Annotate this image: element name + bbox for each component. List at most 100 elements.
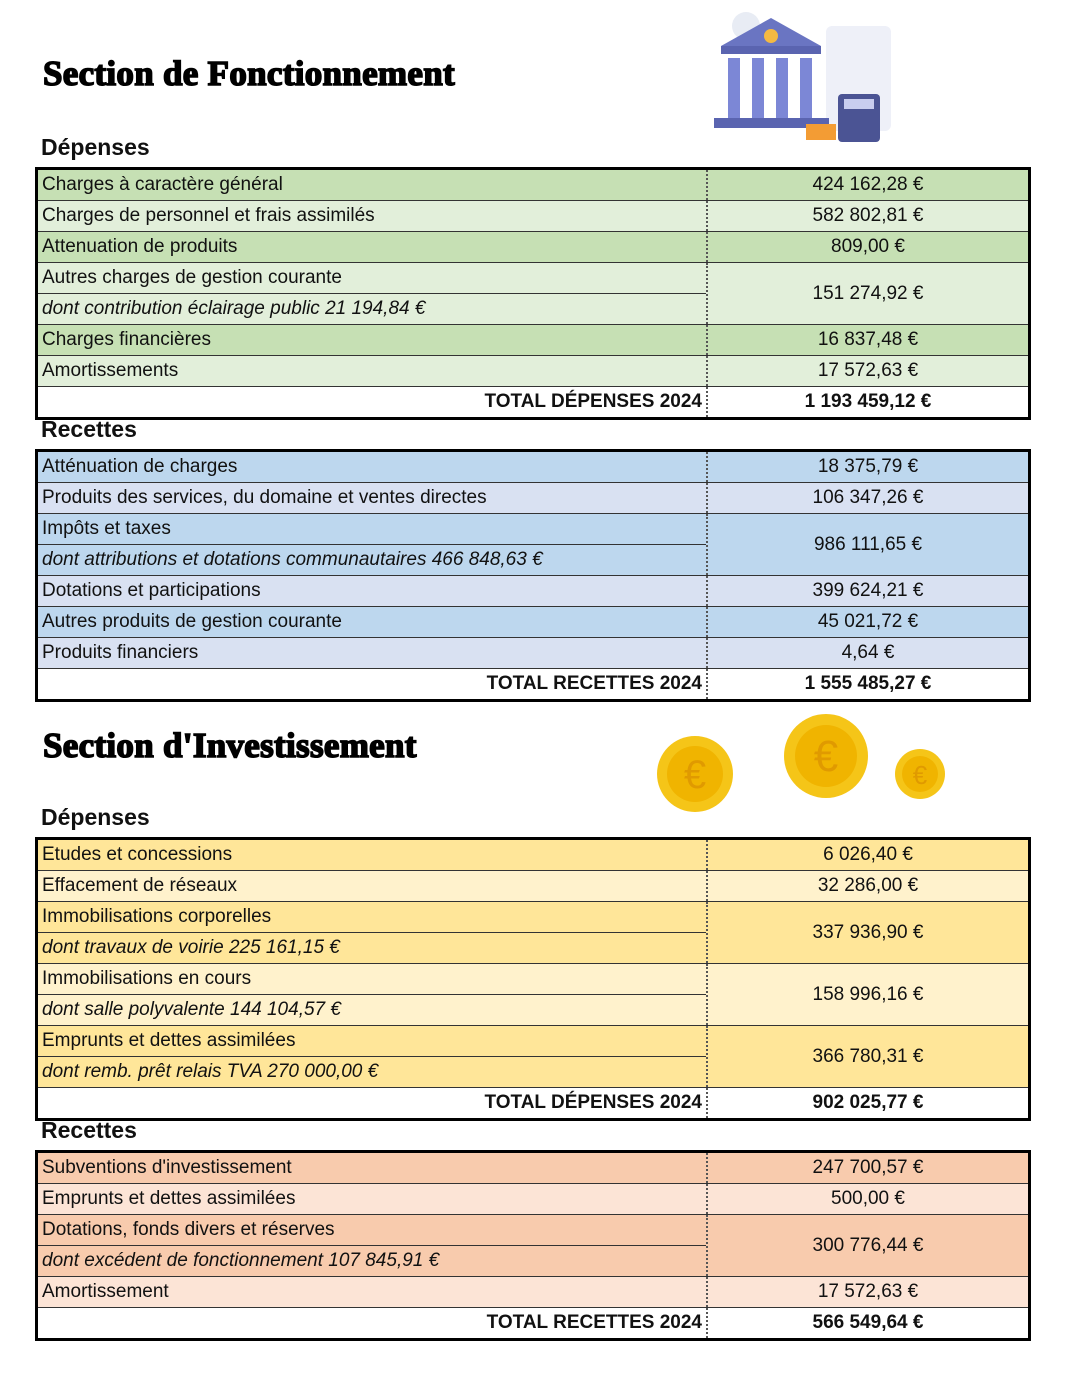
table-row: Amortissement 17 572,63 € [38, 1276, 1028, 1307]
row-label: Etudes et concessions [42, 844, 233, 865]
label-cell: Etudes et concessions [38, 840, 708, 870]
total-amount: 1 193 459,12 € [804, 391, 932, 412]
label-cell: Charges financières [38, 325, 708, 355]
table-row: Charges de personnel et frais assimilés 5… [38, 200, 1028, 231]
svg-text:€: € [913, 760, 928, 790]
label-cell: Autres produits de gestion courante [38, 607, 708, 637]
table: Subventions d'investissement 247 700,57 €… [35, 1150, 1031, 1341]
row-label: Dotations, fonds divers et réserves [42, 1219, 335, 1240]
total-label: TOTAL RECETTES 2024 [486, 673, 702, 694]
table-row: Amortissements 17 572,63 € [38, 355, 1028, 386]
row-label: Autres produits de gestion courante [42, 611, 342, 632]
label-cell: TOTAL DÉPENSES 2024 [38, 1088, 708, 1118]
row-amount: 500,00 € [831, 1188, 905, 1209]
label-cell: Charges de personnel et frais assimilés [38, 201, 708, 231]
row-label: Dotations et participations [42, 580, 261, 601]
row-amount: 399 624,21 € [812, 580, 924, 601]
row-amount: 32 286,00 € [817, 875, 919, 896]
bank-icon [714, 12, 891, 142]
row-sublabel: dont contribution éclairage public 21 19… [38, 293, 706, 324]
label-cell: Produits des services, du domaine et ven… [38, 483, 708, 513]
label-cell: Atténuation de charges [38, 452, 708, 482]
table-row: Emprunts et dettes assimilées 500,00 € [38, 1183, 1028, 1214]
row-label: Immobilisations en cours [42, 968, 252, 989]
table-row: Produits financiers 4,64 € [38, 637, 1028, 668]
table-row: Emprunts et dettes assimilées dont remb. … [38, 1025, 1028, 1087]
row-amount: 17 572,63 € [817, 360, 919, 381]
label-cell: Attenuation de produits [38, 232, 708, 262]
row-amount: 158 996,16 € [812, 983, 924, 1005]
label-cell: Impôts et taxes dont attributions et dota… [38, 514, 708, 575]
table: Etudes et concessions 6 026,40 € Effacemen… [35, 837, 1031, 1121]
label-cell: Subventions d'investissement [38, 1153, 708, 1183]
table: Atténuation de charges 18 375,79 € Produit… [35, 449, 1031, 702]
row-amount: 45 021,72 € [817, 611, 919, 632]
row-sublabel: dont attributions et dotations communaut… [38, 544, 706, 575]
table-row: Attenuation de produits 809,00 € [38, 231, 1028, 262]
total-amount: 1 555 485,27 € [804, 673, 932, 694]
table-heading: Dépenses [41, 804, 150, 830]
table-row: Atténuation de charges 18 375,79 € [38, 452, 1028, 482]
table-heading: Recettes [41, 416, 137, 442]
table-row: Subventions d'investissement 247 700,57 € [38, 1153, 1028, 1183]
row-label: Charges de personnel et frais assimilés [42, 205, 375, 226]
label-cell: TOTAL RECETTES 2024 [38, 669, 708, 699]
table-row: Effacement de réseaux 32 286,00 € [38, 870, 1028, 901]
section-title: Section de Fonctionnement [42, 53, 455, 94]
row-sublabel: dont salle polyvalente 144 104,57 € [38, 994, 706, 1025]
row-label: Autres charges de gestion courante [42, 267, 342, 288]
section-title: Section d'Investissement [42, 725, 417, 766]
row-amount: 809,00 € [831, 236, 905, 257]
label-cell: TOTAL DÉPENSES 2024 [38, 387, 708, 417]
label-cell: Effacement de réseaux [38, 871, 708, 901]
table-row: Impôts et taxes dont attributions et dota… [38, 513, 1028, 575]
row-amount: 16 837,48 € [817, 329, 919, 350]
table-row: Autres charges de gestion courante dont c… [38, 262, 1028, 324]
total-row: TOTAL RECETTES 2024 566 549,64 € [38, 1307, 1028, 1338]
total-amount: 902 025,77 € [812, 1092, 924, 1113]
row-label: Amortissement [42, 1281, 169, 1302]
total-row: TOTAL DÉPENSES 2024 1 193 459,12 € [38, 386, 1028, 417]
row-amount: 337 936,90 € [812, 921, 924, 943]
row-label: Attenuation de produits [42, 236, 238, 257]
row-amount: 17 572,63 € [817, 1281, 919, 1302]
label-cell: Dotations, fonds divers et réserves dont … [38, 1215, 708, 1276]
row-label: Atténuation de charges [42, 456, 238, 477]
label-cell: Immobilisations en cours dont salle polyv… [38, 964, 708, 1025]
label-cell: Amortissements [38, 356, 708, 386]
row-amount: 300 776,44 € [812, 1234, 924, 1256]
row-amount: 986 111,65 € [813, 533, 923, 555]
label-cell: Amortissement [38, 1277, 708, 1307]
total-amount: 566 549,64 € [812, 1312, 924, 1333]
svg-text:€: € [684, 753, 706, 797]
row-label: Emprunts et dettes assimilées [42, 1188, 296, 1209]
coins-icon: € € € [657, 714, 945, 812]
row-amount: 366 780,31 € [812, 1045, 924, 1067]
total-label: TOTAL RECETTES 2024 [486, 1312, 702, 1333]
row-label: Effacement de réseaux [42, 875, 238, 896]
table-row: Immobilisations corporelles dont travaux … [38, 901, 1028, 963]
row-label: Charges à caractère général [42, 174, 283, 195]
row-label: Produits financiers [42, 642, 199, 663]
label-cell: Autres charges de gestion courante dont c… [38, 263, 708, 324]
row-amount: 4,64 € [841, 642, 895, 663]
row-amount: 247 700,57 € [812, 1157, 924, 1178]
row-amount: 424 162,28 € [812, 174, 924, 195]
total-label: TOTAL DÉPENSES 2024 [484, 1092, 702, 1113]
table-row: Dotations, fonds divers et réserves dont … [38, 1214, 1028, 1276]
svg-text:€: € [814, 732, 838, 781]
table: Charges à caractère général 424 162,28 € C… [35, 167, 1031, 420]
total-row: TOTAL DÉPENSES 2024 902 025,77 € [38, 1087, 1028, 1118]
table-row: Dotations et participations 399 624,21 € [38, 575, 1028, 606]
table-row: Produits des services, du domaine et ven… [38, 482, 1028, 513]
table-heading: Dépenses [41, 134, 150, 160]
row-sublabel: dont excédent de fonctionnement 107 845,… [38, 1245, 706, 1276]
total-label: TOTAL DÉPENSES 2024 [484, 391, 702, 412]
label-cell: Emprunts et dettes assimilées [38, 1184, 708, 1214]
row-label: Emprunts et dettes assimilées [42, 1030, 296, 1051]
row-amount: 151 274,92 € [812, 282, 924, 304]
row-amount: 6 026,40 € [823, 844, 913, 865]
table-row: Charges à caractère général 424 162,28 € [38, 170, 1028, 200]
row-label: Immobilisations corporelles [42, 906, 272, 927]
